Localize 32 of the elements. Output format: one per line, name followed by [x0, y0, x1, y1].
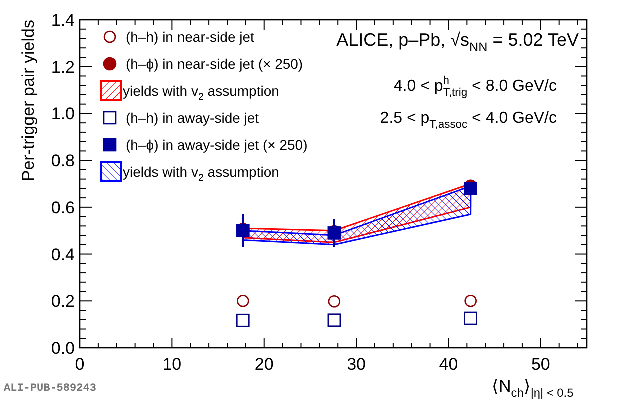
- y-tick-label: 0.4: [51, 245, 75, 264]
- point: [236, 314, 250, 328]
- annotation: 4.0 < p$^{h}$$_{T,trig}$ < 8.0 GeV/c: [394, 74, 557, 99]
- y-tick-label: 1.4: [51, 11, 75, 30]
- y-tick-label: 1.0: [51, 104, 75, 124]
- legend-label: yields with v$_{2}$ assumption: [123, 164, 280, 184]
- x-tick-label: 30: [347, 355, 366, 374]
- legend-label: (h–h) in near-side jet: [126, 29, 255, 45]
- point: [464, 182, 478, 196]
- point: [464, 312, 478, 326]
- point: [237, 294, 250, 308]
- annotation: 2.5 < p$_{T,assoc}$ < 4.0 GeV/c: [380, 110, 557, 131]
- y-tick-label: 1.2: [51, 58, 75, 77]
- x-tick-label: 40: [439, 355, 458, 374]
- legend-label: (h–ϕ) in near-side jet (× 250): [126, 56, 304, 72]
- legend-label: yields with v$_{2}$ assumption: [123, 83, 280, 104]
- annotation: ALICE, p–Pb, √s$_{NN}$ = 5.02 TeV: [336, 30, 579, 54]
- y-tick-label: 0.0: [51, 339, 75, 358]
- y-tick-label: 0.6: [51, 198, 75, 218]
- x-tick-label: 50: [531, 355, 550, 374]
- legend-label: (h–ϕ) in away-side jet (× 250): [126, 137, 308, 153]
- x-tick-label: 10: [162, 355, 182, 374]
- y-tick-label: 0.2: [51, 292, 75, 312]
- y-tick-label: 0.8: [51, 152, 75, 171]
- legend-label: (h–h) in away-side jet: [126, 110, 260, 126]
- point: [328, 314, 342, 328]
- x-tick-label: 20: [254, 355, 274, 374]
- y-axis-title: Per-trigger pair yields: [19, 20, 38, 182]
- text: ALI-PUB-589243: [4, 383, 97, 395]
- x-tick-label: 0: [75, 355, 85, 374]
- point: [464, 294, 477, 308]
- point: [328, 295, 341, 308]
